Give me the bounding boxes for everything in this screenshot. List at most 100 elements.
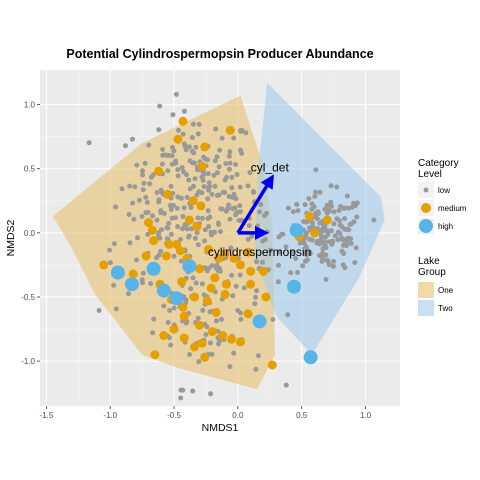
point-low bbox=[192, 176, 198, 182]
point-low bbox=[306, 196, 312, 202]
point-low bbox=[340, 237, 346, 243]
point-low bbox=[227, 149, 233, 155]
point-low bbox=[196, 359, 202, 365]
point-low bbox=[180, 213, 186, 219]
point-low bbox=[290, 209, 296, 215]
point-low bbox=[202, 238, 208, 244]
point-low bbox=[253, 294, 258, 300]
point-low bbox=[246, 223, 252, 229]
point-low bbox=[253, 366, 259, 372]
point-low bbox=[126, 212, 132, 217]
point-medium bbox=[197, 161, 207, 171]
point-low bbox=[231, 191, 237, 197]
point-low bbox=[262, 213, 268, 219]
point-low bbox=[175, 167, 181, 173]
legend: Category Level low medium high Lake Group One Tw… bbox=[418, 158, 467, 316]
point-low bbox=[194, 192, 200, 198]
point-low bbox=[131, 216, 137, 222]
point-low bbox=[156, 233, 161, 239]
point-low bbox=[247, 170, 253, 176]
point-low bbox=[328, 199, 334, 205]
point-medium bbox=[204, 245, 213, 254]
point-low bbox=[171, 253, 177, 259]
point-low bbox=[159, 161, 165, 167]
point-medium bbox=[159, 331, 169, 340]
point-low bbox=[323, 234, 328, 240]
point-low bbox=[270, 317, 276, 322]
point-low bbox=[317, 189, 323, 195]
point-low bbox=[304, 257, 310, 263]
point-low bbox=[351, 219, 357, 225]
point-low bbox=[285, 205, 291, 211]
point-low bbox=[186, 144, 192, 150]
point-low bbox=[276, 249, 282, 255]
point-low bbox=[144, 199, 150, 205]
point-low bbox=[328, 183, 334, 189]
point-low bbox=[346, 227, 352, 233]
point-low bbox=[334, 184, 340, 190]
point-low bbox=[191, 150, 197, 156]
point-low bbox=[148, 281, 154, 287]
point-low bbox=[195, 242, 201, 248]
point-low bbox=[127, 240, 133, 246]
point-low bbox=[159, 189, 165, 195]
point-medium bbox=[227, 334, 236, 344]
point-low bbox=[348, 241, 354, 246]
point-low bbox=[196, 121, 202, 127]
y-tick-label: 0.5 bbox=[24, 165, 36, 174]
point-medium bbox=[175, 246, 185, 256]
point-low bbox=[212, 229, 218, 235]
point-medium bbox=[163, 189, 173, 199]
point-low bbox=[276, 262, 281, 268]
point-low bbox=[215, 170, 220, 176]
point-low bbox=[216, 164, 222, 170]
legend-category-title: Category Level bbox=[418, 158, 459, 180]
point-medium bbox=[214, 254, 224, 263]
point-low bbox=[214, 193, 220, 198]
point-low bbox=[204, 324, 210, 330]
point-low bbox=[285, 312, 291, 318]
point-low bbox=[245, 236, 251, 242]
point-low bbox=[223, 208, 229, 214]
point-low bbox=[160, 146, 166, 152]
point-low bbox=[203, 156, 208, 162]
point-low bbox=[113, 306, 119, 312]
point-medium bbox=[150, 350, 160, 360]
point-low bbox=[111, 241, 117, 247]
point-low bbox=[335, 229, 341, 235]
point-medium bbox=[267, 360, 277, 370]
point-medium bbox=[235, 260, 245, 270]
point-medium bbox=[190, 292, 199, 302]
point-low bbox=[262, 236, 268, 242]
point-medium bbox=[218, 331, 228, 340]
point-low bbox=[217, 147, 223, 153]
point-low bbox=[330, 263, 336, 269]
point-low bbox=[341, 251, 346, 256]
point-low bbox=[332, 233, 338, 239]
point-low bbox=[180, 131, 186, 137]
point-medium bbox=[184, 215, 194, 225]
point-low bbox=[190, 121, 196, 127]
point-low bbox=[176, 127, 181, 133]
point-low bbox=[228, 245, 234, 251]
legend-label-two: Two bbox=[438, 304, 453, 313]
point-low bbox=[158, 248, 164, 254]
point-low bbox=[283, 244, 289, 250]
point-medium bbox=[310, 228, 319, 238]
point-low bbox=[119, 186, 125, 192]
legend-lake-title: Lake Group bbox=[418, 256, 446, 278]
point-low bbox=[158, 210, 164, 216]
point-low bbox=[150, 330, 156, 336]
point-low bbox=[140, 187, 146, 193]
point-low bbox=[232, 205, 238, 211]
point-low bbox=[111, 282, 117, 288]
point-low bbox=[326, 262, 332, 268]
point-low bbox=[226, 194, 232, 199]
point-low bbox=[181, 108, 187, 114]
point-low bbox=[219, 135, 225, 141]
point-low bbox=[315, 211, 321, 216]
legend-label-medium: medium bbox=[438, 204, 467, 213]
point-low bbox=[309, 237, 315, 243]
point-low bbox=[191, 160, 197, 166]
point-medium bbox=[197, 338, 207, 348]
